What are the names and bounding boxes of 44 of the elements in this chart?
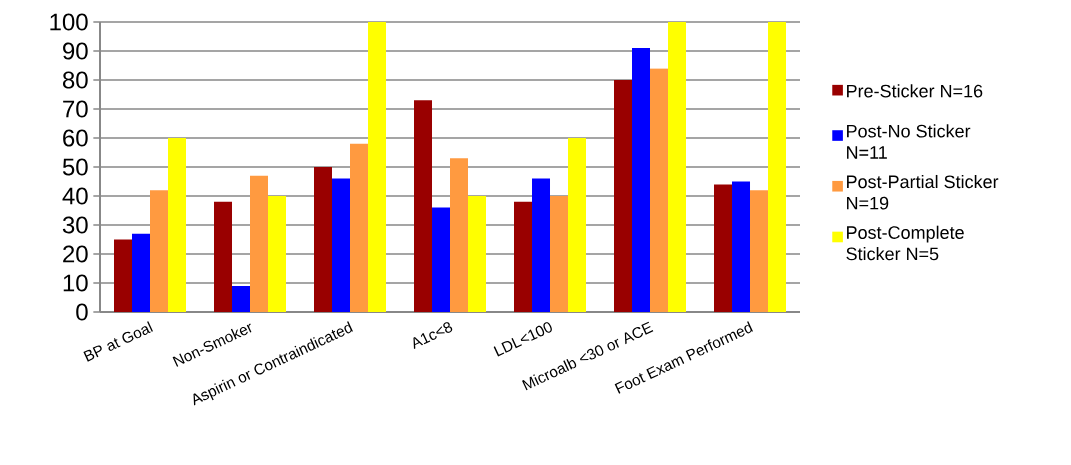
legend-label: Post-Complete Sticker N=5: [846, 225, 964, 261]
bar: [150, 190, 169, 312]
legend-label: Post-Partial Sticker N=19: [847, 174, 999, 210]
bar: [750, 190, 769, 312]
x-tick-label: BP at Goal: [83, 321, 153, 362]
bar: [550, 196, 569, 312]
bar: [332, 178, 351, 312]
bar: [114, 239, 132, 312]
bar: [614, 80, 633, 312]
y-tick-label: 80: [62, 71, 88, 89]
y-tick-label: 90: [63, 42, 88, 60]
bar: [632, 48, 650, 312]
bar: [650, 68, 668, 312]
bar: [168, 138, 186, 312]
y-tick-label: 10: [63, 274, 88, 292]
bar: [432, 207, 450, 312]
bar: [232, 285, 250, 312]
y-tick-label: 70: [63, 100, 88, 118]
y-tick-label: 60: [63, 129, 88, 147]
bar: [732, 181, 751, 312]
bar: [514, 201, 533, 312]
y-tick-label: 20: [63, 245, 88, 263]
bar: [450, 158, 468, 312]
bar: [714, 184, 733, 312]
bar: [532, 178, 551, 312]
bar: [468, 196, 486, 312]
y-tick-label: 30: [62, 216, 88, 234]
bar: [368, 22, 387, 312]
bar: [250, 175, 268, 312]
bar: [768, 22, 787, 312]
bar: [132, 233, 151, 312]
y-tick-label: 100: [50, 13, 88, 31]
legend-label: Pre-Sticker N=16: [847, 84, 983, 98]
legend-label: Post-No Sticker N=11: [847, 124, 971, 159]
y-tick-label: 50: [62, 158, 88, 176]
y-tick-label: 0: [76, 303, 88, 321]
bar: [268, 196, 286, 312]
bar: [668, 22, 686, 312]
bar: [568, 138, 587, 312]
y-tick-label: 40: [62, 187, 88, 205]
bar: [414, 100, 432, 312]
bar: [314, 167, 332, 312]
bar: [350, 143, 369, 312]
bar: [214, 201, 232, 312]
